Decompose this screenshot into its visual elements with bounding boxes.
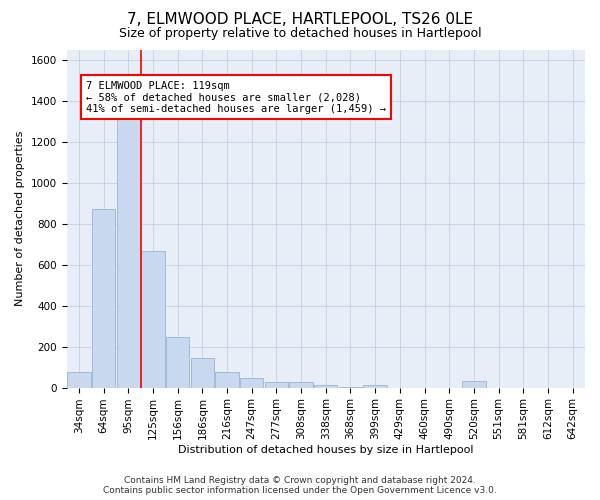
Bar — [191, 358, 214, 388]
Bar — [116, 116, 140, 388]
Bar — [265, 382, 288, 388]
Bar — [92, 208, 115, 388]
Bar — [364, 384, 387, 388]
Bar — [339, 386, 362, 388]
Text: Contains HM Land Registry data © Crown copyright and database right 2024.
Contai: Contains HM Land Registry data © Crown c… — [103, 476, 497, 495]
X-axis label: Distribution of detached houses by size in Hartlepool: Distribution of detached houses by size … — [178, 445, 473, 455]
Bar — [215, 372, 239, 388]
Text: Size of property relative to detached houses in Hartlepool: Size of property relative to detached ho… — [119, 28, 481, 40]
Bar — [67, 372, 91, 388]
Text: 7 ELMWOOD PLACE: 119sqm
← 58% of detached houses are smaller (2,028)
41% of semi: 7 ELMWOOD PLACE: 119sqm ← 58% of detache… — [86, 80, 386, 114]
Bar — [141, 250, 164, 388]
Text: 7, ELMWOOD PLACE, HARTLEPOOL, TS26 0LE: 7, ELMWOOD PLACE, HARTLEPOOL, TS26 0LE — [127, 12, 473, 28]
Bar — [166, 338, 190, 388]
Y-axis label: Number of detached properties: Number of detached properties — [15, 131, 25, 306]
Bar — [240, 378, 263, 388]
Bar — [314, 384, 337, 388]
Bar — [289, 382, 313, 388]
Bar — [462, 382, 485, 388]
